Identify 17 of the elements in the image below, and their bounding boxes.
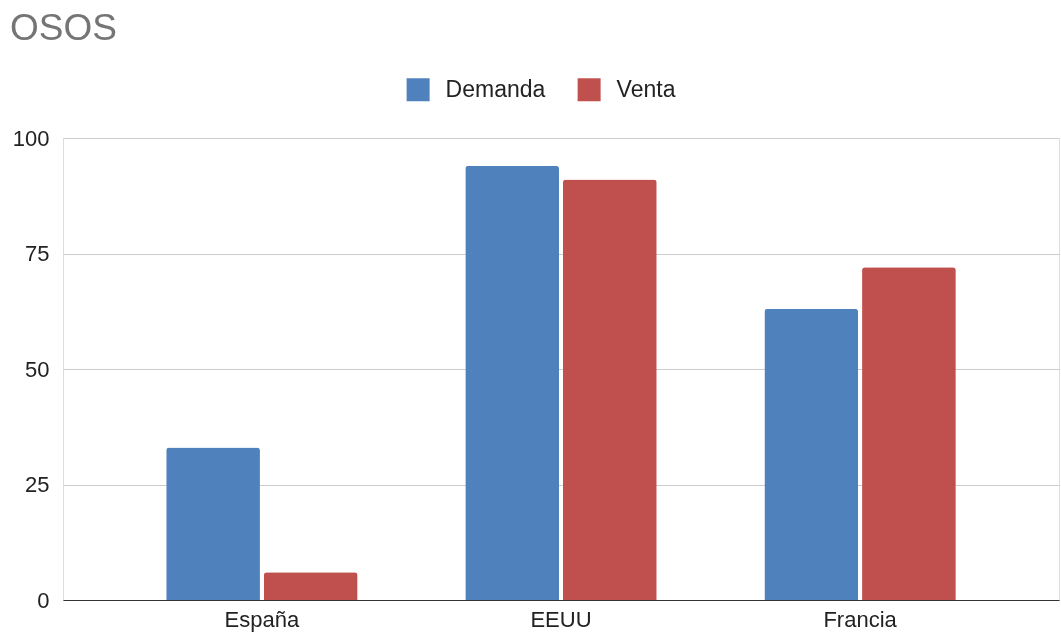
y-tick-label: 25 (25, 472, 50, 497)
bar (862, 267, 956, 600)
bar (465, 165, 560, 600)
y-tick-label: 100 (12, 125, 50, 151)
legend-label: Demanda (445, 75, 546, 102)
chart-title: OSOS (10, 7, 117, 48)
bar (263, 572, 358, 600)
y-tick-label: 0 (37, 587, 50, 613)
bar (166, 447, 260, 600)
x-tick-label: EEUU (530, 606, 592, 632)
bar (562, 179, 657, 600)
bar (764, 308, 859, 600)
legend-label: Venta (616, 75, 676, 102)
x-tick-label: Francia (823, 606, 898, 632)
y-tick-label: 75 (25, 241, 50, 266)
x-tick-label: España (224, 606, 300, 632)
y-tick-label: 50 (25, 356, 50, 382)
